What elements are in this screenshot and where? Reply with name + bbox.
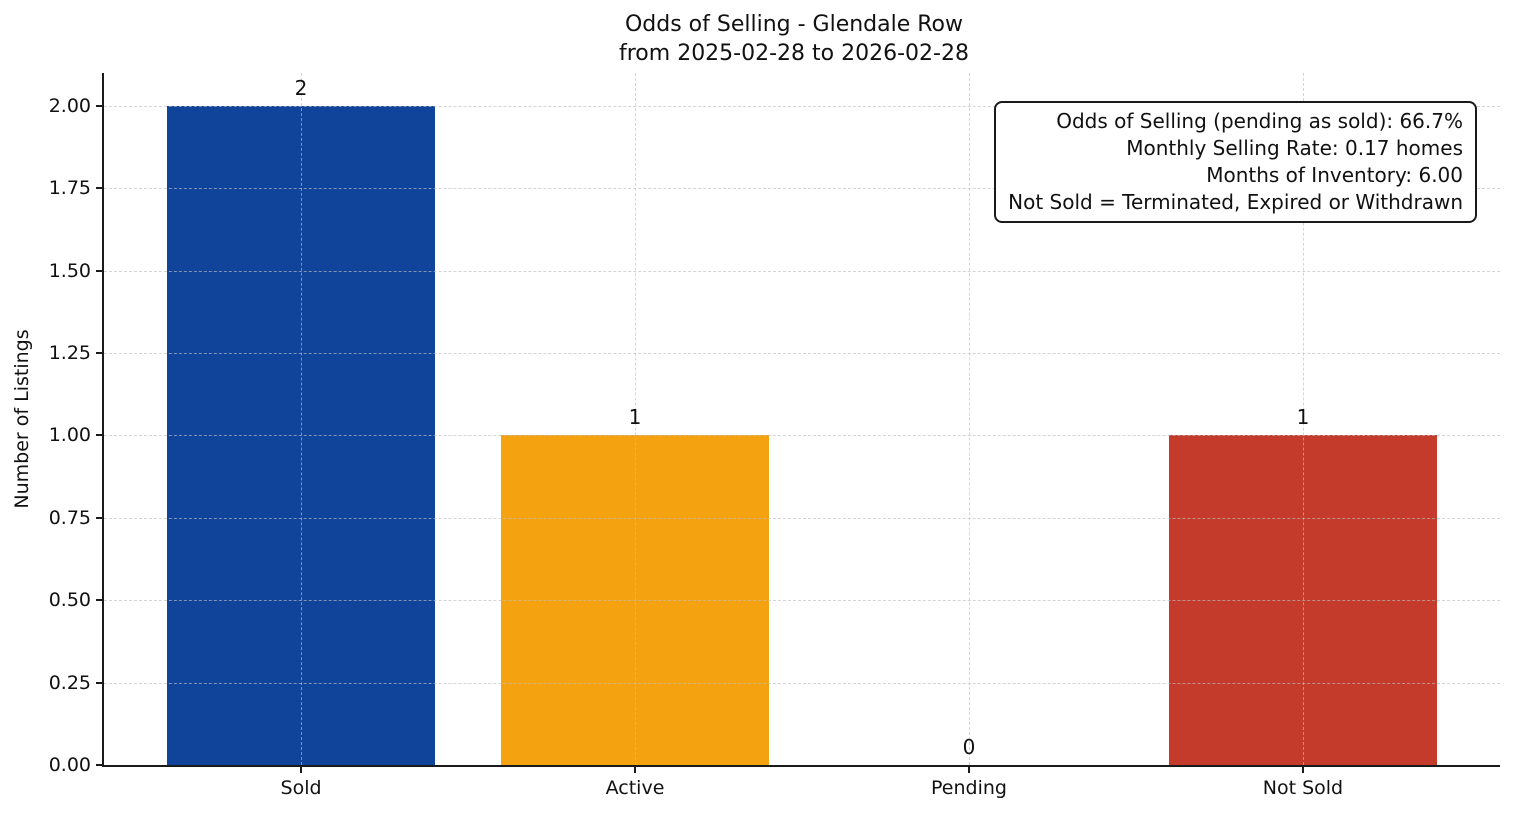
- y-tick-label: 0.75: [48, 506, 91, 529]
- bar-value-label: 1: [1296, 405, 1310, 430]
- y-axis-label: Number of Listings: [11, 329, 33, 509]
- stats-line: Odds of Selling (pending as sold): 66.7%: [1056, 109, 1463, 133]
- grid-line-vertical: [635, 73, 636, 765]
- x-tick-mark: [634, 765, 636, 773]
- x-tick-mark: [967, 765, 970, 773]
- y-tick-label: 1.75: [48, 177, 91, 200]
- stats-line: Monthly Selling Rate: 0.17 homes: [1126, 136, 1463, 160]
- chart-title: Odds of Selling - Glendale Row: [624, 12, 964, 37]
- chart-title-block: Odds of Selling - Glendale Row from 2025…: [96, 10, 1492, 68]
- y-tick-mark: [96, 187, 104, 190]
- grid-line-vertical: [1302, 73, 1304, 765]
- stats-line: Months of Inventory: 6.00: [1206, 163, 1463, 187]
- x-tick-label: Sold: [280, 777, 322, 799]
- x-tick-label: Pending: [931, 777, 1007, 799]
- y-tick-mark: [96, 516, 104, 519]
- grid-line-vertical: [301, 73, 303, 765]
- y-tick-label: 1.50: [48, 259, 91, 282]
- y-axis-spine: [102, 73, 104, 765]
- grid-line-horizontal: [104, 353, 1500, 355]
- y-tick-mark: [96, 599, 104, 602]
- y-tick-mark: [96, 764, 104, 766]
- bar-value-label: 2: [294, 75, 308, 100]
- y-tick-mark: [96, 269, 104, 272]
- stats-line: Not Sold = Terminated, Expired or Withdr…: [1008, 190, 1463, 214]
- grid-line-horizontal: [104, 188, 1500, 190]
- grid-line-horizontal: [104, 105, 1500, 107]
- y-tick-label: 2.00: [48, 94, 91, 117]
- y-tick-label: 0.25: [48, 671, 91, 694]
- grid-line-horizontal: [104, 600, 1500, 602]
- bar-value-label: 1: [628, 405, 642, 430]
- y-tick-mark: [96, 434, 104, 437]
- y-tick-label: 1.00: [48, 424, 91, 447]
- plot-area: Odds of Selling (pending as sold): 66.7%…: [49, 73, 1500, 799]
- y-tick-label: 0.00: [48, 754, 91, 776]
- grid-line-horizontal: [104, 270, 1500, 272]
- stats-box: Odds of Selling (pending as sold): 66.7%…: [994, 101, 1477, 223]
- grid-line-horizontal: [104, 517, 1500, 519]
- y-tick-mark: [96, 352, 104, 355]
- bar-value-label: 0: [962, 735, 976, 759]
- x-tick-label: Not Sold: [1262, 777, 1344, 799]
- chart-subtitle: from 2025-02-28 to 2026-02-28: [619, 41, 969, 66]
- y-tick-mark: [96, 104, 104, 107]
- grid-line-vertical: [968, 73, 970, 765]
- x-tick-mark: [1301, 765, 1304, 773]
- y-tick-label: 1.25: [48, 342, 91, 365]
- grid-line-horizontal: [104, 682, 1500, 684]
- x-tick-mark: [300, 765, 303, 773]
- grid-line-horizontal: [104, 435, 1500, 437]
- x-tick-label: Active: [605, 777, 665, 799]
- x-axis-spine: [102, 765, 1500, 767]
- y-tick-label: 0.50: [48, 589, 91, 612]
- y-tick-mark: [96, 681, 104, 684]
